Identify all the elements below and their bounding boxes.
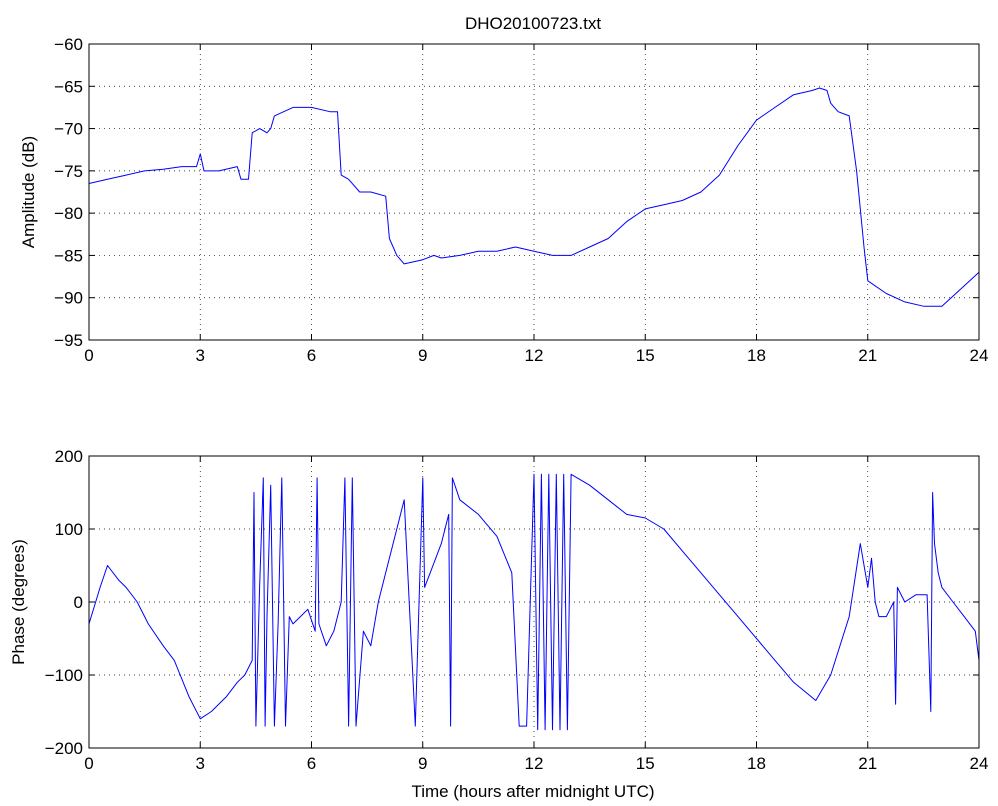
amplitude-x-tick-label: 21 — [858, 346, 877, 365]
phase-y-axis-label: Phase (degrees) — [9, 539, 28, 665]
phase-x-axis-label: Time (hours after midnight UTC) — [411, 782, 654, 801]
amplitude-y-tick-label: −65 — [54, 77, 83, 96]
amplitude-ticks: 0 3 6 9 12 15 18 21 24 −95 −90 −85 −80 −75 −70 −65 −60 — [54, 35, 988, 365]
amplitude-y-tick-label: −70 — [54, 120, 83, 139]
amplitude-y-tick-label: −95 — [54, 331, 83, 350]
amplitude-x-tick-label: 6 — [307, 346, 316, 365]
phase-x-tick-label: 3 — [196, 754, 205, 773]
phase-ticks: 0 3 6 9 12 15 18 21 24 −200 −100 0 100 200 — [45, 447, 989, 773]
amplitude-y-tick-label: −60 — [54, 35, 83, 54]
amplitude-y-tick-label: −85 — [54, 246, 83, 265]
phase-x-tick-label: 24 — [970, 754, 989, 773]
amplitude-x-tick-label: 12 — [525, 346, 544, 365]
amplitude-y-tick-label: −75 — [54, 162, 83, 181]
phase-x-tick-label: 0 — [84, 754, 93, 773]
phase-y-tick-label: 0 — [74, 593, 83, 612]
phase-series-line — [88, 473, 980, 731]
amplitude-y-tick-label: −80 — [54, 204, 83, 223]
phase-y-tick-label: 200 — [55, 447, 83, 466]
amplitude-x-tick-label: 15 — [636, 346, 655, 365]
phase-x-tick-label: 18 — [747, 754, 766, 773]
amplitude-x-tick-label: 0 — [84, 346, 93, 365]
phase-x-tick-label: 21 — [858, 754, 877, 773]
phase-y-tick-label: 100 — [55, 520, 83, 539]
chart-title: DHO20100723.txt — [465, 14, 601, 33]
amplitude-grid — [89, 44, 979, 340]
phase-x-tick-label: 6 — [307, 754, 316, 773]
amplitude-x-tick-label: 9 — [418, 346, 427, 365]
phase-y-tick-label: −200 — [45, 739, 83, 758]
amplitude-x-tick-label: 24 — [970, 346, 989, 365]
amplitude-plot-frame — [88, 43, 980, 341]
phase-chart: 0 3 6 9 12 15 18 21 24 −200 −100 0 100 200 Phase (deg… — [9, 447, 988, 801]
amplitude-y-tick-label: −90 — [54, 289, 83, 308]
phase-x-tick-label: 15 — [636, 754, 655, 773]
amplitude-x-tick-label: 3 — [196, 346, 205, 365]
amplitude-series-line — [88, 87, 980, 307]
amplitude-y-axis-label: Amplitude (dB) — [19, 136, 38, 248]
amplitude-chart: DHO20100723.txt 0 3 6 9 12 15 18 21 24 −95 −90 −85 −… — [19, 14, 988, 365]
phase-x-tick-label: 12 — [525, 754, 544, 773]
phase-y-tick-label: −100 — [45, 666, 83, 685]
phase-grid — [89, 456, 979, 748]
phase-x-tick-label: 9 — [418, 754, 427, 773]
amplitude-x-tick-label: 18 — [747, 346, 766, 365]
